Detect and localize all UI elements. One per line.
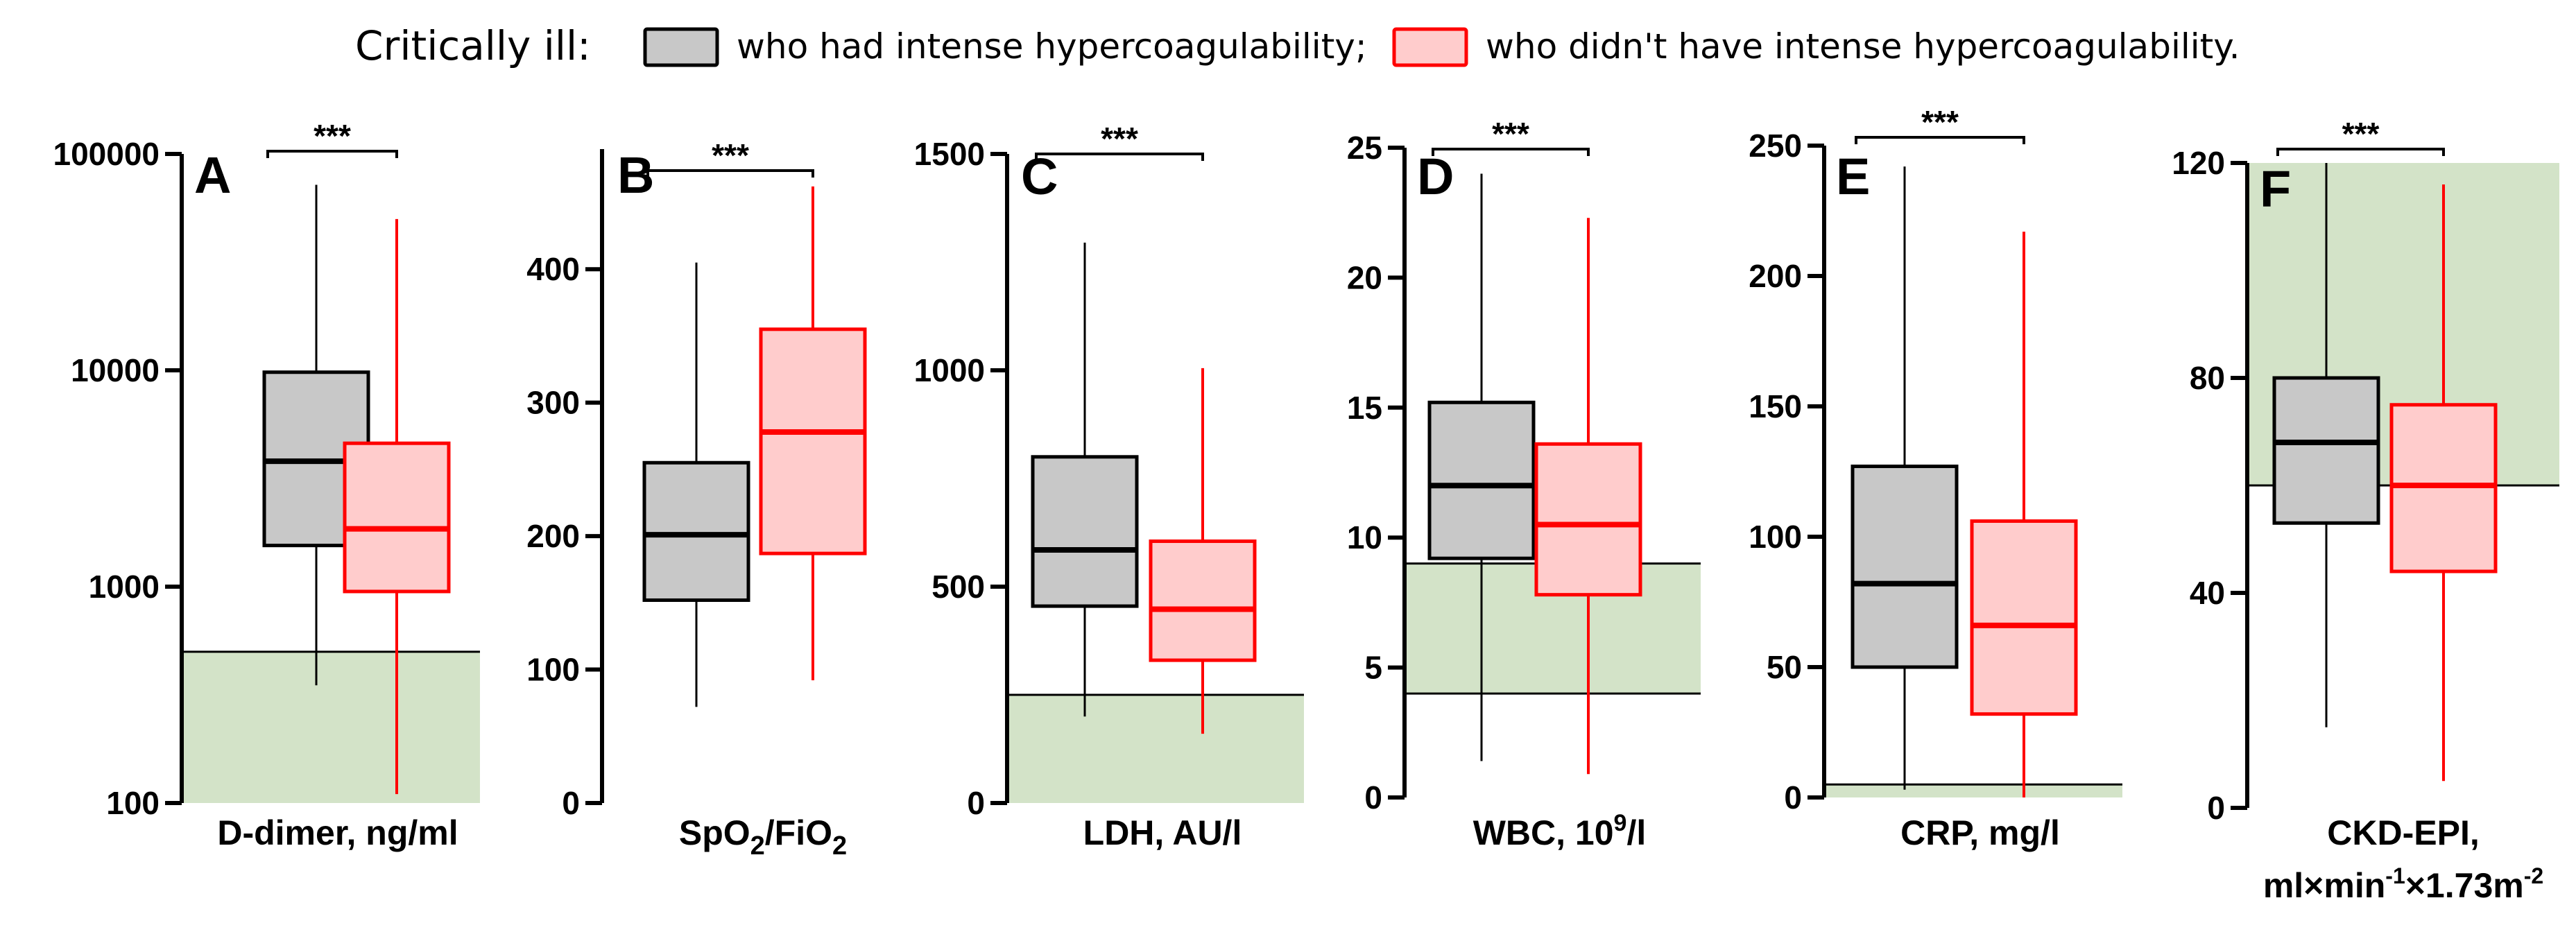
reference-band xyxy=(1824,784,2122,797)
x-axis-label: WBC, 109/l xyxy=(1473,810,1647,852)
legend-prefix: Critically ill: xyxy=(355,22,591,69)
box-intense xyxy=(1031,455,1139,608)
box-not-intense xyxy=(1534,442,1642,597)
x-axis-label: CRP, mg/l xyxy=(1900,813,2060,852)
box-intense xyxy=(1427,400,1536,560)
y-tick-label: 1000 xyxy=(914,352,985,388)
y-tick-label: 100 xyxy=(1749,519,1802,555)
y-tick-label: 1000 xyxy=(89,569,160,605)
box-intense xyxy=(2272,376,2380,525)
y-tick-label: 200 xyxy=(526,518,580,554)
y-tick-label: 15 xyxy=(1347,390,1382,426)
significance-label: *** xyxy=(314,118,351,154)
y-tick-label: 80 xyxy=(2190,360,2225,396)
y-tick-label: 0 xyxy=(1784,779,1802,816)
x-axis-label: CKD-EPI, xyxy=(2327,813,2479,852)
panel-d: 0 5 10 15 20 25 *** D WBC, 109/l xyxy=(1347,116,1701,852)
legend-label-not-intense: who didn't have intense hypercoagulabili… xyxy=(1486,26,2240,67)
y-tick-label: 20 xyxy=(1347,259,1382,295)
y-tick-label: 5 xyxy=(1364,650,1382,686)
y-tick-label: 250 xyxy=(1749,128,1802,164)
panel-letter: F xyxy=(2260,160,2291,218)
box-not-intense xyxy=(1149,539,1257,662)
box-intense xyxy=(642,460,750,602)
x-axis-label: D-dimer, ng/ml xyxy=(217,813,458,852)
y-tick-label: 10000 xyxy=(71,352,160,388)
y-tick-label: 150 xyxy=(1749,388,1802,424)
y-tick-label: 400 xyxy=(526,251,580,287)
y-tick-label: 0 xyxy=(967,785,985,821)
box-not-intense xyxy=(343,441,451,594)
box-not-intense xyxy=(759,327,867,555)
legend-swatch-not-intense xyxy=(1392,27,1468,67)
x-axis-label: SpO2/FiO2 xyxy=(679,813,847,861)
y-tick-label: 100 xyxy=(526,652,580,688)
legend-swatch-intense xyxy=(643,27,719,67)
y-tick-label: 0 xyxy=(562,785,580,821)
y-tick-label: 40 xyxy=(2190,575,2225,611)
significance-bracket xyxy=(1035,153,1204,161)
significance-label: *** xyxy=(2342,116,2380,152)
panel-a: 100 1000 10000 100000 *** A D-dimer, ng/ml xyxy=(53,118,480,852)
significance-label: *** xyxy=(1101,121,1138,157)
x-axis-label: LDH, AU/l xyxy=(1083,813,1242,852)
panel-c: 0 500 1000 1500 *** C LDH, AU/l xyxy=(914,121,1304,852)
significance-bracket xyxy=(646,169,814,178)
legend-label-intense: who had intense hypercoagulability; xyxy=(737,26,1367,67)
y-tick-label: 200 xyxy=(1749,258,1802,294)
y-tick-label: 100 xyxy=(106,785,160,821)
y-tick-label: 500 xyxy=(931,569,985,605)
significance-bracket xyxy=(266,150,398,158)
significance-label: *** xyxy=(1921,104,1959,140)
panel-letter: D xyxy=(1417,148,1454,205)
y-tick-label: 0 xyxy=(1364,779,1382,816)
significance-bracket xyxy=(1432,148,1590,156)
significance-bracket xyxy=(2276,148,2445,156)
significance-label: *** xyxy=(712,137,749,173)
reference-band xyxy=(182,651,480,803)
panel-f: 0 40 80 120 *** F CKD-EPI, ml×min-1×1.73m-2 xyxy=(2172,116,2559,905)
significance-bracket xyxy=(1855,136,2025,144)
panel-letter: B xyxy=(617,146,654,204)
y-tick-label: 1500 xyxy=(914,136,985,172)
panel-b: 0 100 200 300 400 *** B SpO2/FiO2 xyxy=(526,137,867,861)
box-not-intense xyxy=(1970,519,2078,716)
panel-letter: C xyxy=(1021,148,1058,205)
y-tick-label: 100000 xyxy=(53,136,160,172)
x-axis-label-units: ml×min-1×1.73m-2 xyxy=(2263,863,2543,905)
legend: Critically ill: who had intense hypercoa… xyxy=(355,22,2240,69)
y-tick-label: 50 xyxy=(1767,649,1802,685)
box-intense xyxy=(1851,464,1959,669)
y-tick-label: 0 xyxy=(2207,790,2225,826)
significance-label: *** xyxy=(1492,116,1529,152)
y-tick-label: 300 xyxy=(526,385,580,421)
y-tick-label: 25 xyxy=(1347,130,1382,166)
y-tick-label: 120 xyxy=(2172,145,2225,181)
reference-band xyxy=(1007,695,1304,803)
panel-letter: A xyxy=(194,146,231,204)
panel-letter: E xyxy=(1836,148,1870,205)
panel-e: 0 50 100 150 200 250 *** E CRP, mg/l xyxy=(1749,104,2122,852)
y-tick-label: 10 xyxy=(1347,519,1382,555)
